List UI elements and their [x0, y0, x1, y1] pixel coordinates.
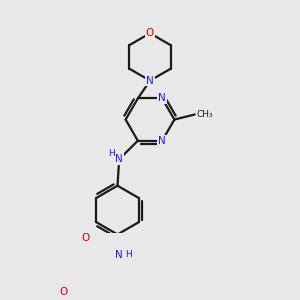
Text: N: N [158, 136, 166, 146]
Text: H: H [125, 250, 132, 259]
Text: CH₃: CH₃ [196, 110, 213, 119]
Text: O: O [81, 233, 89, 243]
Text: O: O [146, 28, 154, 38]
Text: N: N [146, 76, 154, 85]
Text: N: N [115, 154, 123, 164]
Text: O: O [59, 287, 68, 297]
Text: H: H [108, 149, 115, 158]
Text: N: N [115, 250, 123, 260]
Text: N: N [158, 94, 166, 103]
